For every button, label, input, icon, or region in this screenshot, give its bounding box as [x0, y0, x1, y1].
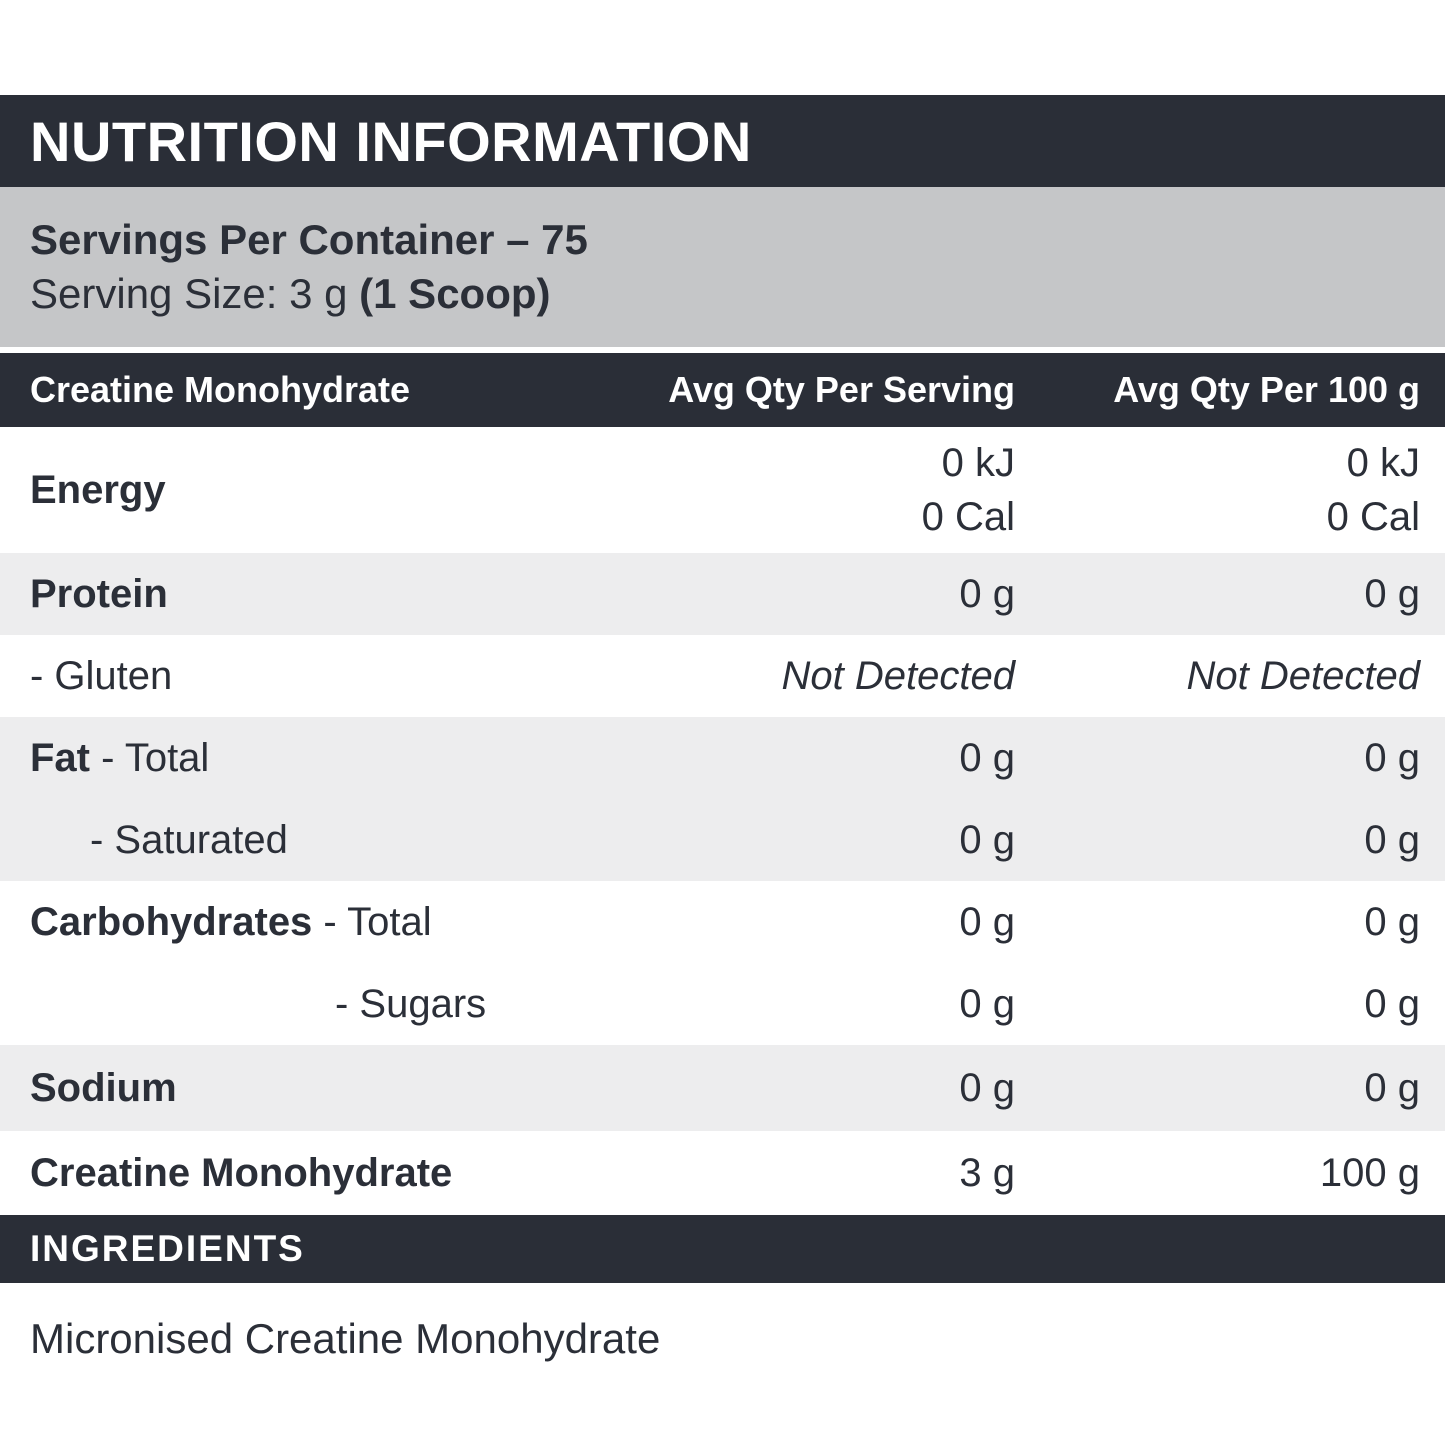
column-header-per-100g: Avg Qty Per 100 g	[1113, 369, 1420, 410]
per-100g-value: 0 g	[1364, 817, 1420, 862]
row-label: - Gluten	[30, 653, 173, 698]
table-row-sugars: - Sugars 0 g 0 g	[0, 963, 1445, 1045]
serving-value: 3 g	[959, 1150, 1015, 1195]
row-label: Fat - Total	[30, 735, 210, 780]
row-label: Carbohydrates - Total	[30, 899, 432, 944]
servings-per-container: Servings Per Container – 75	[30, 216, 588, 263]
column-header-per-serving: Avg Qty Per Serving	[668, 369, 1015, 410]
per-100g-value: 0 g	[1364, 571, 1420, 616]
row-label: - Sugars	[335, 981, 487, 1026]
row-label: Energy	[30, 467, 166, 512]
table-row-carbohydrates-total: Carbohydrates - Total 0 g 0 g	[0, 881, 1445, 963]
table-row-gluten: - Gluten Not Detected Not Detected	[0, 635, 1445, 717]
table-row-fat-total: Fat - Total 0 g 0 g	[0, 717, 1445, 799]
per-100g-value: 100 g	[1319, 1150, 1420, 1195]
table-header: Creatine Monohydrate Avg Qty Per Serving…	[0, 353, 1445, 427]
per-100g-value: 0 g	[1364, 899, 1420, 944]
row-label: Sodium	[30, 1065, 177, 1110]
divider	[0, 347, 1445, 353]
serving-value: 0 g	[959, 571, 1015, 616]
table-row-energy: Energy 0 kJ 0 Cal 0 kJ 0 Cal	[0, 427, 1445, 553]
nutrition-label: NUTRITION INFORMATION Servings Per Conta…	[0, 95, 1445, 1363]
serving-size-text: Serving Size: 3 g	[30, 270, 360, 317]
page-title: NUTRITION INFORMATION	[30, 109, 752, 173]
table-row-sodium: Sodium 0 g 0 g	[0, 1045, 1445, 1131]
table-row-creatine-monohydrate: Creatine Monohydrate 3 g 100 g	[0, 1131, 1445, 1215]
per-100g-value: 0 g	[1364, 981, 1420, 1026]
row-label: - Saturated	[90, 817, 288, 862]
serving-value: 0 g	[959, 981, 1015, 1026]
servings-band: Servings Per Container – 75 Serving Size…	[0, 187, 1445, 347]
table-row-protein: Protein 0 g 0 g	[0, 553, 1445, 635]
per-100g-value: Not Detected	[1186, 653, 1420, 698]
per-100g-value: 0 g	[1364, 1065, 1420, 1110]
table-row-fat-saturated: - Saturated 0 g 0 g	[0, 799, 1445, 881]
row-label: Protein	[30, 571, 168, 616]
serving-value: 0 g	[959, 1065, 1015, 1110]
serving-value: 0 g	[959, 735, 1015, 780]
serving-size-scoop: (1 Scoop)	[359, 270, 551, 317]
serving-value: 0 kJ 0 Cal	[921, 441, 1015, 539]
serving-size: Serving Size: 3 g (1 Scoop)	[30, 267, 1415, 321]
nutrition-information-header: NUTRITION INFORMATION	[0, 95, 1445, 187]
per-100g-value: 0 kJ 0 Cal	[1326, 441, 1420, 539]
ingredients-header: INGREDIENTS	[0, 1215, 1445, 1283]
ingredients-heading: INGREDIENTS	[30, 1228, 305, 1269]
column-header-nutrient: Creatine Monohydrate	[30, 369, 411, 410]
row-label: Creatine Monohydrate	[30, 1150, 453, 1195]
serving-value: Not Detected	[781, 653, 1015, 698]
per-100g-value: 0 g	[1364, 735, 1420, 780]
ingredients-text: Micronised Creatine Monohydrate	[30, 1315, 661, 1362]
serving-value: 0 g	[959, 899, 1015, 944]
serving-value: 0 g	[959, 817, 1015, 862]
